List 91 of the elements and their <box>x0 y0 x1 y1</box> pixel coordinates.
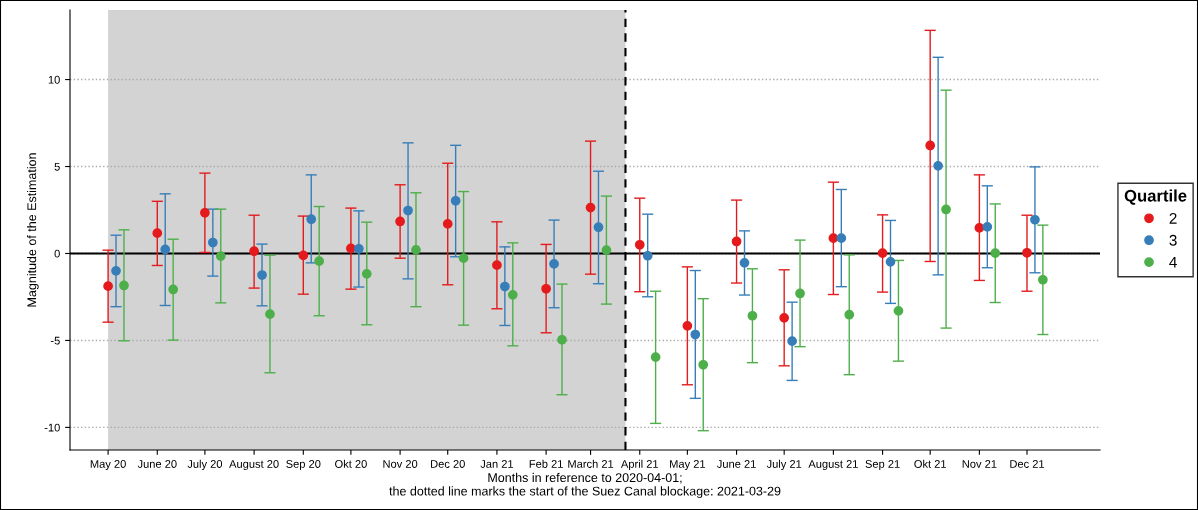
point <box>990 248 1001 258</box>
x-tick-label: July 21 <box>766 459 802 471</box>
point <box>795 288 805 299</box>
point <box>974 223 985 233</box>
x-tick-label: Dec 21 <box>1010 460 1045 468</box>
x-tick-label: August 20 <box>229 460 279 471</box>
x-tick-label: Nov 20 <box>383 460 418 468</box>
point <box>249 246 259 257</box>
point <box>650 352 661 362</box>
point <box>682 320 693 331</box>
point <box>601 245 612 256</box>
point <box>925 140 936 151</box>
point <box>779 312 790 323</box>
point <box>200 207 210 218</box>
point <box>450 195 461 206</box>
point <box>698 359 709 370</box>
point <box>411 244 421 255</box>
point <box>982 222 993 232</box>
point <box>933 160 943 171</box>
point <box>499 281 510 292</box>
x-tick-label: Okt 21 <box>914 459 947 468</box>
legend-label: 3 <box>1169 234 1177 246</box>
x-tick-label: Okt 20 <box>335 459 367 468</box>
point <box>168 284 179 295</box>
point <box>442 219 453 229</box>
x-tick-label: Sep 21 <box>865 460 900 471</box>
x-tick-label: June 21 <box>716 460 756 468</box>
x-tick-label: Jan 21 <box>480 460 514 468</box>
point <box>403 205 413 216</box>
legend-label: 2 <box>1169 212 1177 224</box>
point <box>836 233 847 244</box>
point <box>1022 247 1032 258</box>
point <box>690 329 701 340</box>
x-tick-label: July 20 <box>187 459 223 471</box>
point <box>877 248 888 258</box>
y-tick-label: -10 <box>44 423 60 432</box>
x-tick-label: August 21 <box>808 460 858 471</box>
point <box>103 281 113 292</box>
y-tick-label: 5 <box>54 162 60 171</box>
point <box>844 309 855 320</box>
y-tick-label: -5 <box>50 336 60 345</box>
point <box>152 228 163 238</box>
x-tick-label: May 21 <box>670 460 706 471</box>
point <box>828 233 839 244</box>
point <box>642 250 653 261</box>
x-tick-label: Nov 21 <box>962 460 997 468</box>
point <box>739 258 750 268</box>
x-tick-label: Sep 20 <box>286 460 321 471</box>
y-tick-label: 10 <box>48 75 60 84</box>
x-tick-label: May 20 <box>90 460 126 471</box>
x-axis-title: Months in reference to 2020-04-01; the dotted line marks the start of the Suez Canal blockage: 2021-03-29 <box>389 472 781 498</box>
point <box>507 290 518 300</box>
point <box>207 237 218 248</box>
x-tick-label: March 21 <box>568 459 614 468</box>
point <box>306 214 317 225</box>
point <box>257 270 267 280</box>
y-tick-label: 0 <box>54 249 60 258</box>
point <box>265 309 275 320</box>
point <box>885 256 896 267</box>
point <box>395 216 405 227</box>
point <box>1030 214 1040 225</box>
point <box>353 243 364 254</box>
point <box>557 334 567 345</box>
point <box>298 250 309 261</box>
point <box>458 253 469 264</box>
point <box>731 236 742 247</box>
point <box>215 251 226 261</box>
point <box>893 306 904 316</box>
point <box>160 244 171 255</box>
point <box>492 260 502 270</box>
legend-title: Quartile <box>1124 189 1187 205</box>
point <box>1038 274 1048 285</box>
point <box>111 266 121 276</box>
point <box>549 259 559 269</box>
x-tick-label: Dec 20 <box>431 460 465 468</box>
point <box>314 256 325 266</box>
point <box>361 268 372 279</box>
point <box>346 243 356 254</box>
point <box>585 202 596 213</box>
point <box>634 239 645 250</box>
point <box>747 310 758 321</box>
x-tick-label: June 20 <box>137 460 177 468</box>
point <box>941 204 951 215</box>
point <box>787 336 797 346</box>
x-tick-label: April 21 <box>620 459 659 471</box>
y-axis-title: Magnitude of the Estimation <box>27 153 39 307</box>
legend-label: 4 <box>1169 256 1177 268</box>
point <box>541 283 551 294</box>
x-tick-label: Feb 21 <box>529 459 563 468</box>
point <box>119 280 129 291</box>
point <box>593 222 604 233</box>
